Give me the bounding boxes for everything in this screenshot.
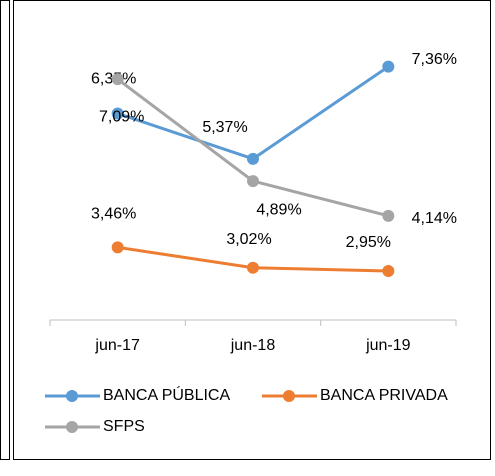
data-label: 7,36% [412,51,457,68]
x-tick-label: jun-19 [365,337,411,354]
legend-label: BANCA PÚBLICA [103,385,230,404]
data-point [111,107,124,120]
legend-marker [66,421,78,433]
x-tick-label: jun-17 [94,337,140,354]
data-label: 3,02% [226,231,271,248]
legend-marker [66,390,78,402]
data-point [382,209,395,222]
legend-label: SFPS [103,418,145,435]
data-point [247,261,259,274]
data-point [111,241,124,254]
data-point [247,152,259,165]
data-point [382,264,395,277]
data-point [382,60,395,73]
data-label: 7,09% [99,108,144,125]
side-panel [0,0,10,460]
legend-label: BANCA PRIVADA [320,387,448,404]
data-label: 5,37% [202,119,247,136]
legend-marker [283,390,295,402]
data-point [247,175,259,188]
data-point [111,73,124,86]
data-label: 4,14% [412,210,457,227]
x-tick-label: jun-18 [230,337,276,354]
chart-frame [13,0,491,460]
data-label: 2,95% [346,234,391,251]
data-label: 4,89% [256,201,301,218]
data-label: 3,46% [91,206,136,223]
